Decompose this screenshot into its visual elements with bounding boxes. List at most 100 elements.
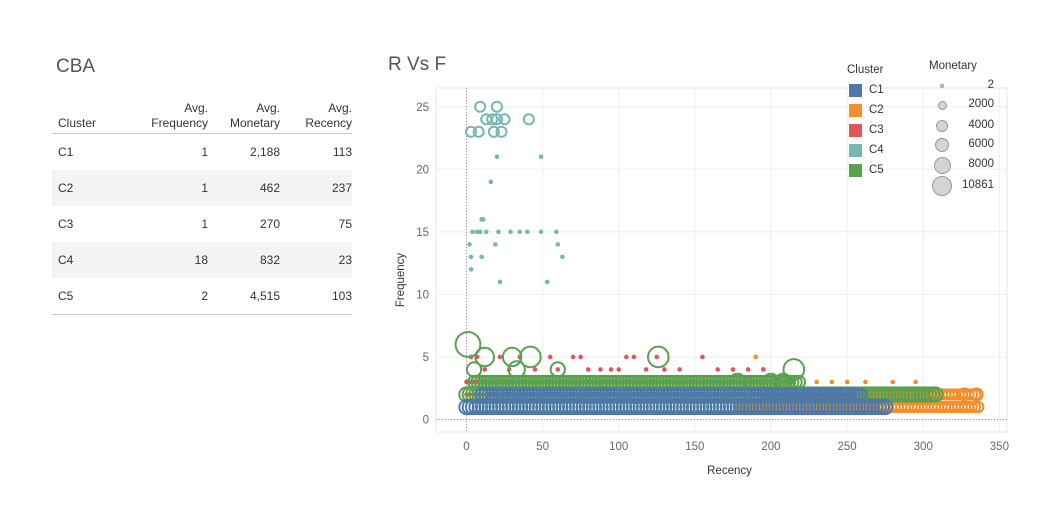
header-cluster[interactable]: Cluster xyxy=(58,116,97,130)
data-point-c4 xyxy=(495,125,508,138)
data-point-c4 xyxy=(468,267,474,272)
table-row[interactable]: C2 1 462 237 xyxy=(52,170,352,206)
plot-area xyxy=(435,87,1008,433)
x-tick-label: 350 xyxy=(990,441,1009,453)
table-row[interactable]: C3 1 270 75 xyxy=(52,206,352,242)
y-tick-label: 10 xyxy=(416,289,429,301)
size-legend-label: 6000 xyxy=(968,138,994,150)
data-point-c4 xyxy=(553,229,559,235)
cell-frequency: 18 xyxy=(194,253,208,267)
data-point-c3 xyxy=(761,367,766,372)
data-point-c4 xyxy=(494,154,500,160)
legend-swatch xyxy=(849,163,862,177)
header-avg-recency[interactable]: Avg. Recency xyxy=(305,101,352,130)
data-point-c3 xyxy=(555,367,561,372)
data-point-c5 xyxy=(465,361,483,378)
y-tick-label: 5 xyxy=(423,352,429,364)
size-legend-circle xyxy=(936,120,948,132)
x-tick-label: 250 xyxy=(838,441,857,453)
legend-label: C2 xyxy=(869,104,884,116)
data-point-c4 xyxy=(474,100,487,113)
header-avg-frequency[interactable]: Avg. Frequency xyxy=(151,101,208,130)
chart-title: R Vs F xyxy=(388,54,447,75)
cell-recency: 103 xyxy=(331,289,352,303)
legend-label: C4 xyxy=(869,144,884,156)
data-point-c1 xyxy=(853,387,868,402)
y-tick-label: 20 xyxy=(416,164,429,176)
legend-swatch xyxy=(849,83,862,97)
size-legend-circle xyxy=(935,138,949,152)
data-point-c3 xyxy=(700,354,705,360)
legend-item-c3[interactable]: C3 xyxy=(849,121,884,139)
table-row[interactable]: C5 2 4,515 103 xyxy=(52,278,352,315)
cell-frequency: 1 xyxy=(201,145,208,159)
data-point-c3 xyxy=(745,367,751,372)
data-point-c2 xyxy=(863,379,868,385)
data-point-c3 xyxy=(631,354,637,360)
legend-swatch xyxy=(849,143,862,157)
data-point-c3 xyxy=(624,354,629,360)
data-point-c3 xyxy=(570,354,576,360)
legend-label: C3 xyxy=(869,124,884,136)
legend-item-c1[interactable]: C1 xyxy=(849,81,884,99)
data-point-c4 xyxy=(488,179,494,185)
header-avg-monetary[interactable]: Avg. Monetary xyxy=(229,101,280,130)
data-point-c5 xyxy=(474,346,495,368)
cell-monetary: 4,515 xyxy=(249,289,280,303)
data-point-c3 xyxy=(585,367,591,372)
data-point-c4 xyxy=(490,113,503,126)
data-point-c5 xyxy=(501,346,523,368)
data-point-c3 xyxy=(497,354,503,360)
data-point-c3 xyxy=(532,367,538,372)
table-row[interactable]: C1 1 2,188 113 xyxy=(52,134,352,170)
cluster-legend-title: Cluster xyxy=(847,64,884,76)
data-point-c4 xyxy=(472,125,485,138)
size-legend-circle xyxy=(933,156,951,174)
data-point-c4 xyxy=(555,242,561,247)
data-point-c4 xyxy=(470,229,475,235)
data-point-c4 xyxy=(544,279,550,285)
cell-cluster: C3 xyxy=(58,217,74,231)
table-header-row: Cluster Avg. Frequency Avg. Monetary Avg… xyxy=(52,96,352,134)
table-row[interactable]: C4 18 832 23 xyxy=(52,242,352,278)
data-point-c3 xyxy=(608,367,614,372)
data-point-c3 xyxy=(730,367,736,372)
data-point-c3 xyxy=(715,367,720,372)
cell-monetary: 462 xyxy=(259,181,280,195)
x-tick-label: 100 xyxy=(609,441,628,453)
cell-monetary: 832 xyxy=(259,253,280,267)
data-point-c2 xyxy=(844,379,850,385)
data-point-c5 xyxy=(927,386,944,403)
data-point-c4 xyxy=(479,254,484,260)
size-legend-label: 2000 xyxy=(968,98,994,110)
data-point-c4 xyxy=(487,125,500,138)
cell-cluster: C4 xyxy=(58,253,74,267)
data-point-c2 xyxy=(969,387,984,402)
legend-item-c5[interactable]: C5 xyxy=(849,161,884,179)
legend-item-c4[interactable]: C4 xyxy=(849,141,884,159)
data-point-c4 xyxy=(493,242,498,247)
size-legend-circle xyxy=(940,84,944,88)
cell-cluster: C5 xyxy=(58,289,74,303)
data-point-c4 xyxy=(490,100,503,113)
data-point-c5 xyxy=(454,331,482,358)
legend-item-c2[interactable]: C2 xyxy=(849,101,884,119)
cell-cluster: C1 xyxy=(58,145,74,159)
cell-frequency: 1 xyxy=(201,181,208,195)
data-point-c5 xyxy=(507,360,526,379)
table-title: CBA xyxy=(56,56,96,77)
data-point-c4 xyxy=(477,229,483,235)
data-point-c4 xyxy=(467,242,472,247)
data-point-c2 xyxy=(968,400,982,414)
data-point-c4 xyxy=(522,113,535,126)
cell-recency: 113 xyxy=(332,145,352,159)
size-legend-label: 8000 xyxy=(968,158,994,170)
data-point-c2 xyxy=(814,379,819,385)
data-point-c2 xyxy=(829,379,835,385)
legend-swatch xyxy=(849,123,862,137)
y-tick-label: 0 xyxy=(423,414,429,426)
data-point-c3 xyxy=(654,354,660,360)
data-point-c4 xyxy=(525,229,530,235)
cluster-summary-table: Cluster Avg. Frequency Avg. Monetary Avg… xyxy=(52,96,352,315)
